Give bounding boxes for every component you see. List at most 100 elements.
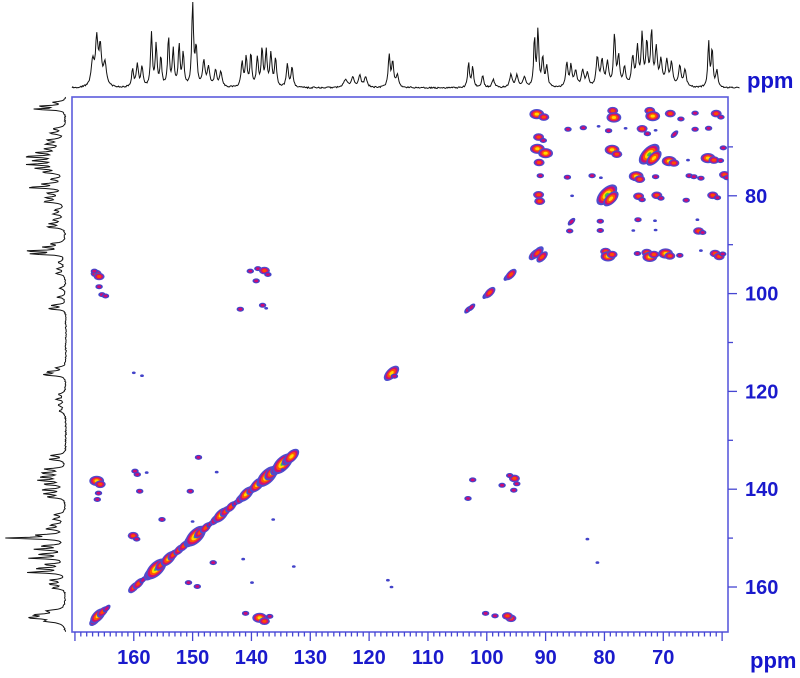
cross-peak: [536, 173, 544, 179]
cross-peak: [719, 251, 727, 257]
y-tick-label: 140: [745, 479, 778, 501]
cross-peak: [645, 111, 661, 122]
cross-peak: [596, 228, 604, 233]
cross-peak: [280, 468, 285, 471]
cross-peak: [101, 293, 110, 299]
plot-frame: [71, 96, 729, 633]
cross-peak: [102, 604, 111, 613]
cross-peak: [579, 125, 587, 131]
cross-peak: [506, 473, 514, 478]
cross-peak: [623, 127, 628, 130]
y-axis-ticks: [728, 146, 737, 588]
cross-peak: [133, 536, 141, 542]
cross-peak: [136, 488, 144, 494]
cross-peak: [713, 195, 722, 201]
x-tick-label: 110: [412, 647, 444, 669]
cross-peak: [633, 251, 642, 256]
cross-peak: [633, 192, 645, 201]
cross-peak: [538, 113, 550, 121]
cross-peak: [699, 230, 707, 235]
top-projection-trace: [71, 1, 740, 90]
x-tick-label: 160: [117, 647, 150, 669]
cross-peak: [93, 272, 105, 281]
cross-peak: [588, 173, 596, 179]
cross-peak: [606, 112, 622, 123]
cross-peak: [716, 158, 725, 164]
cross-peak: [538, 148, 553, 159]
cross-peak: [638, 197, 646, 203]
cross-peak: [634, 217, 642, 223]
cross-peak: [94, 490, 103, 496]
y-tick-label: 80: [745, 186, 767, 208]
x-tick-label: 140: [235, 647, 268, 669]
y-axis-unit-label: ppm: [747, 68, 793, 93]
cross-peak: [501, 612, 513, 620]
x-axis-ticks: [74, 632, 723, 641]
cross-peak: [498, 482, 506, 488]
cross-peak: [241, 610, 250, 616]
cross-peak: [469, 477, 477, 483]
x-axis-unit-label: ppm: [750, 648, 796, 673]
cross-peak: [533, 191, 545, 199]
cross-peak: [536, 251, 548, 263]
cross-peak: [653, 129, 658, 132]
cross-peak: [533, 158, 545, 167]
cross-peak: [271, 518, 276, 521]
cross-peak: [264, 307, 269, 310]
cross-peak: [570, 194, 574, 198]
cross-peak: [646, 150, 662, 166]
cross-peak: [531, 247, 544, 259]
cross-peak: [491, 613, 499, 619]
x-tick-label: 120: [352, 647, 385, 669]
cross-peak: [194, 454, 203, 460]
cross-peak: [653, 219, 657, 222]
cross-peak: [634, 175, 646, 183]
cross-peak: [513, 481, 521, 487]
cross-peak: [264, 272, 272, 277]
cross-peak: [184, 580, 193, 586]
cross-peak: [723, 175, 728, 181]
cross-peak: [539, 138, 547, 143]
cross-peak: [144, 471, 149, 474]
cross-peak: [258, 617, 270, 625]
cross-peak: [505, 268, 517, 281]
cross-peak: [596, 218, 604, 224]
cross-peak: [95, 284, 103, 290]
cross-peak: [691, 110, 699, 116]
cross-peak: [648, 250, 660, 259]
cross-peak: [599, 176, 603, 179]
cross-peak: [708, 156, 720, 164]
cross-peak: [567, 217, 576, 226]
cross-peak: [133, 472, 141, 477]
cross-peak: [481, 610, 490, 616]
cross-peak: [283, 448, 300, 465]
cross-peak: [94, 480, 106, 489]
cross-peak: [682, 197, 690, 203]
cross-peak: [596, 184, 618, 206]
cross-peak: [467, 303, 476, 312]
left-projection-trace: [5, 96, 68, 632]
cross-peak: [717, 114, 725, 120]
cross-peak: [596, 125, 601, 128]
x-tick-label: 80: [593, 647, 615, 669]
cross-peak: [193, 584, 201, 589]
cross-peak: [566, 228, 574, 234]
cross-peak: [564, 126, 572, 132]
x-tick-label: 150: [176, 647, 209, 669]
cross-peak: [563, 174, 572, 180]
x-axis-tick-labels: 160 150 140 130 120 110 100 90 80 70: [117, 647, 674, 669]
cross-peak: [697, 175, 705, 181]
cross-peak: [595, 561, 600, 564]
cross-peak: [585, 537, 590, 541]
cross-peak: [389, 585, 394, 589]
cross-peak: [677, 116, 685, 122]
cross-peak: [603, 191, 619, 207]
cross-peak: [131, 371, 136, 375]
cross-peak: [606, 250, 618, 259]
x-tick-label: 100: [470, 647, 503, 669]
cross-peak: [686, 158, 690, 162]
cross-peak: [643, 131, 652, 137]
cross-peak: [140, 374, 144, 378]
